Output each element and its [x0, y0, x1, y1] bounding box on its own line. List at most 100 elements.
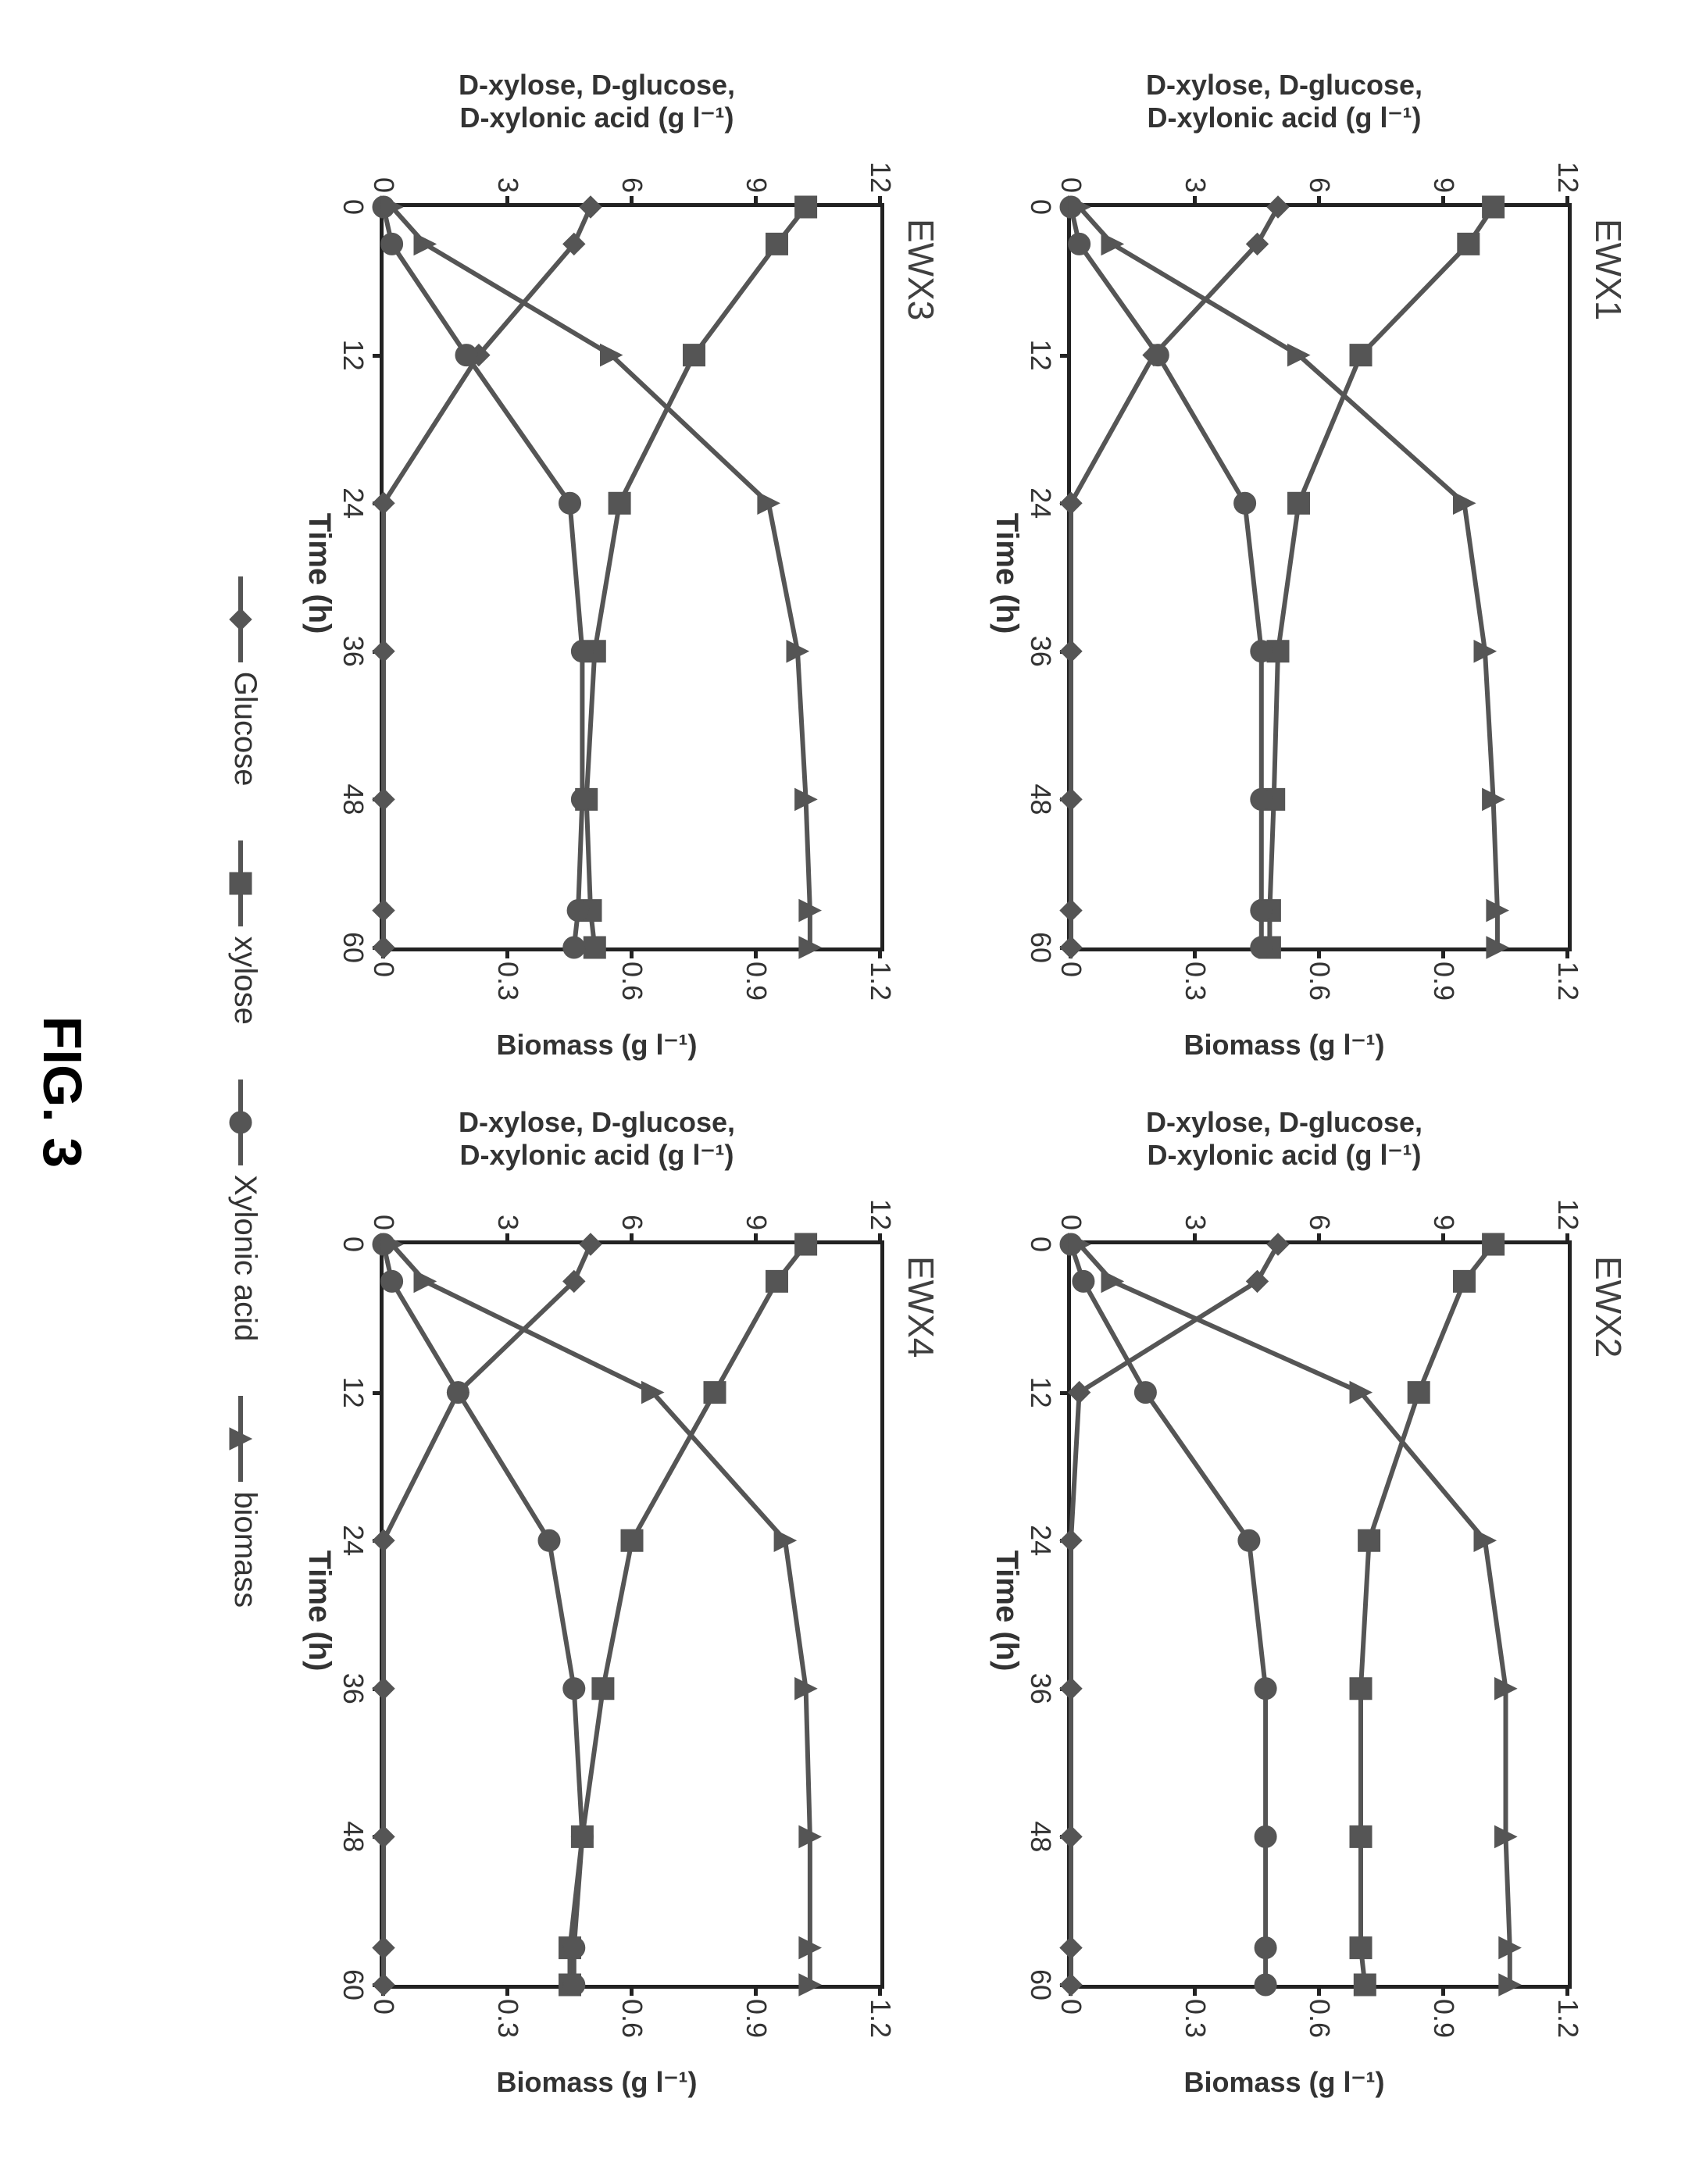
x-tick-label: 12	[1024, 1377, 1057, 1408]
y-left-label: D-xylose, D-glucose,D-xylonic acid (g l⁻…	[402, 1106, 792, 1172]
y-left-label: D-xylose, D-glucose,D-xylonic acid (g l⁻…	[1089, 69, 1480, 134]
x-label: Time (h)	[989, 1131, 1024, 2090]
plot-box: 03691200.30.60.91.201224364860	[1067, 1240, 1572, 1989]
marker-xylose	[1350, 1937, 1372, 1959]
marker-xylose	[1483, 1233, 1505, 1255]
marker-glucose	[373, 1529, 394, 1551]
marker-biomass	[1483, 788, 1505, 810]
plot-box: 03691200.30.60.91.201224364860	[1067, 203, 1572, 951]
y-right-tick-label: 1.2	[864, 962, 897, 1001]
plot-box: 03691200.30.60.91.201224364860	[380, 203, 884, 951]
marker-xylose	[592, 1678, 614, 1700]
marker-xylonic	[1251, 937, 1273, 958]
y-left-tick-label: 3	[1179, 177, 1212, 193]
figure-label: FIG. 3	[31, 1016, 94, 1168]
chart-panel: EWX3D-xylose, D-glucose,D-xylonic acid (…	[302, 94, 942, 1053]
marker-xylose	[1458, 233, 1480, 255]
x-tick-label: 36	[337, 1673, 369, 1704]
marker-xylonic	[571, 788, 593, 810]
marker-xylonic	[1147, 344, 1169, 366]
marker-glucose	[373, 641, 394, 662]
x-tick-label: 48	[1024, 1821, 1057, 1852]
marker-xylonic	[559, 492, 581, 514]
marker-biomass	[795, 1678, 817, 1700]
y-right-tick-label: 0	[367, 962, 400, 977]
legend-label: Glucose	[227, 672, 262, 787]
marker-xylose	[684, 344, 705, 366]
marker-biomass	[1495, 1678, 1517, 1700]
marker-xylonic	[1255, 1937, 1276, 1959]
y-left-tick-label: 12	[864, 1199, 897, 1230]
markers	[1071, 1244, 1568, 1985]
marker-xylonic	[563, 1678, 585, 1700]
marker-biomass	[1474, 641, 1496, 662]
markers	[384, 207, 880, 947]
panel-title: EWX2	[1587, 1131, 1630, 2090]
marker-glucose	[1060, 492, 1082, 514]
marker-xylose	[1483, 196, 1505, 218]
marker-biomass	[787, 641, 809, 662]
square-icon	[234, 840, 257, 926]
marker-biomass	[799, 1825, 821, 1847]
marker-xylonic	[455, 344, 477, 366]
marker-xylonic	[1069, 233, 1091, 255]
marker-xylose	[1288, 492, 1310, 514]
marker-biomass	[1487, 937, 1508, 958]
marker-biomass	[758, 492, 780, 514]
legend-item-glucose: Glucose	[227, 576, 262, 787]
marker-xylonic	[381, 233, 403, 255]
x-tick-label: 48	[1024, 783, 1057, 815]
chart-area: D-xylose, D-glucose,D-xylonic acid (g l⁻…	[989, 94, 1580, 1053]
marker-glucose	[1060, 1529, 1082, 1551]
chart-panel: EWX2D-xylose, D-glucose,D-xylonic acid (…	[989, 1131, 1630, 2090]
y-left-tick-label: 0	[367, 177, 400, 193]
y-left-label: D-xylose, D-glucose,D-xylonic acid (g l⁻…	[1089, 1106, 1480, 1172]
y-right-tick-label: 1.2	[864, 1999, 897, 2038]
y-left-tick-label: 12	[1551, 1199, 1584, 1230]
marker-xylose	[609, 492, 630, 514]
panel-title: EWX4	[900, 1131, 942, 2090]
marker-xylonic	[538, 1529, 560, 1551]
marker-glucose	[373, 937, 394, 958]
marker-biomass	[1288, 344, 1310, 366]
marker-xylose	[1354, 1974, 1376, 1996]
y-left-tick-label: 9	[1427, 177, 1460, 193]
marker-glucose	[563, 1270, 585, 1292]
y-left-tick-label: 3	[491, 177, 524, 193]
x-tick-label: 0	[1024, 199, 1057, 215]
legend-label: xylose	[227, 936, 262, 1024]
legend-label: Xylonic acid	[227, 1175, 262, 1341]
marker-glucose	[1060, 900, 1082, 922]
x-tick-label: 60	[337, 1969, 369, 2000]
y-right-label: Biomass (g l⁻¹)	[480, 1029, 714, 1062]
marker-xylonic	[563, 1937, 585, 1959]
panel-title: EWX1	[1587, 94, 1630, 1053]
markers	[1071, 207, 1568, 947]
marker-biomass	[799, 1974, 821, 1996]
marker-glucose	[1060, 1937, 1082, 1959]
marker-biomass	[414, 233, 436, 255]
y-right-label: Biomass (g l⁻¹)	[480, 2066, 714, 2099]
marker-biomass	[799, 900, 821, 922]
marker-biomass	[795, 788, 817, 810]
marker-xylose	[584, 937, 605, 958]
marker-glucose	[580, 196, 601, 218]
chart-area: D-xylose, D-glucose,D-xylonic acid (g l⁻…	[302, 94, 892, 1053]
y-left-tick-label: 12	[864, 162, 897, 193]
marker-xylose	[1358, 1529, 1380, 1551]
chart-grid: EWX1D-xylose, D-glucose,D-xylonic acid (…	[302, 94, 1630, 2090]
legend-item-xylonic: Xylonic acid	[227, 1080, 262, 1341]
marker-glucose	[580, 1233, 601, 1255]
marker-xylonic	[563, 1974, 585, 1996]
marker-xylose	[1350, 1825, 1372, 1847]
marker-biomass	[1495, 1825, 1517, 1847]
y-left-tick-label: 0	[1055, 177, 1087, 193]
marker-xylonic	[1251, 788, 1273, 810]
marker-biomass	[1350, 1382, 1372, 1404]
y-left-tick-label: 9	[1427, 1215, 1460, 1230]
marker-xylose	[795, 1233, 817, 1255]
marker-xylonic	[563, 937, 585, 958]
y-right-tick-label: 0.9	[1427, 962, 1460, 1001]
marker-glucose	[1267, 1233, 1289, 1255]
y-right-tick-label: 0.3	[491, 962, 524, 1001]
